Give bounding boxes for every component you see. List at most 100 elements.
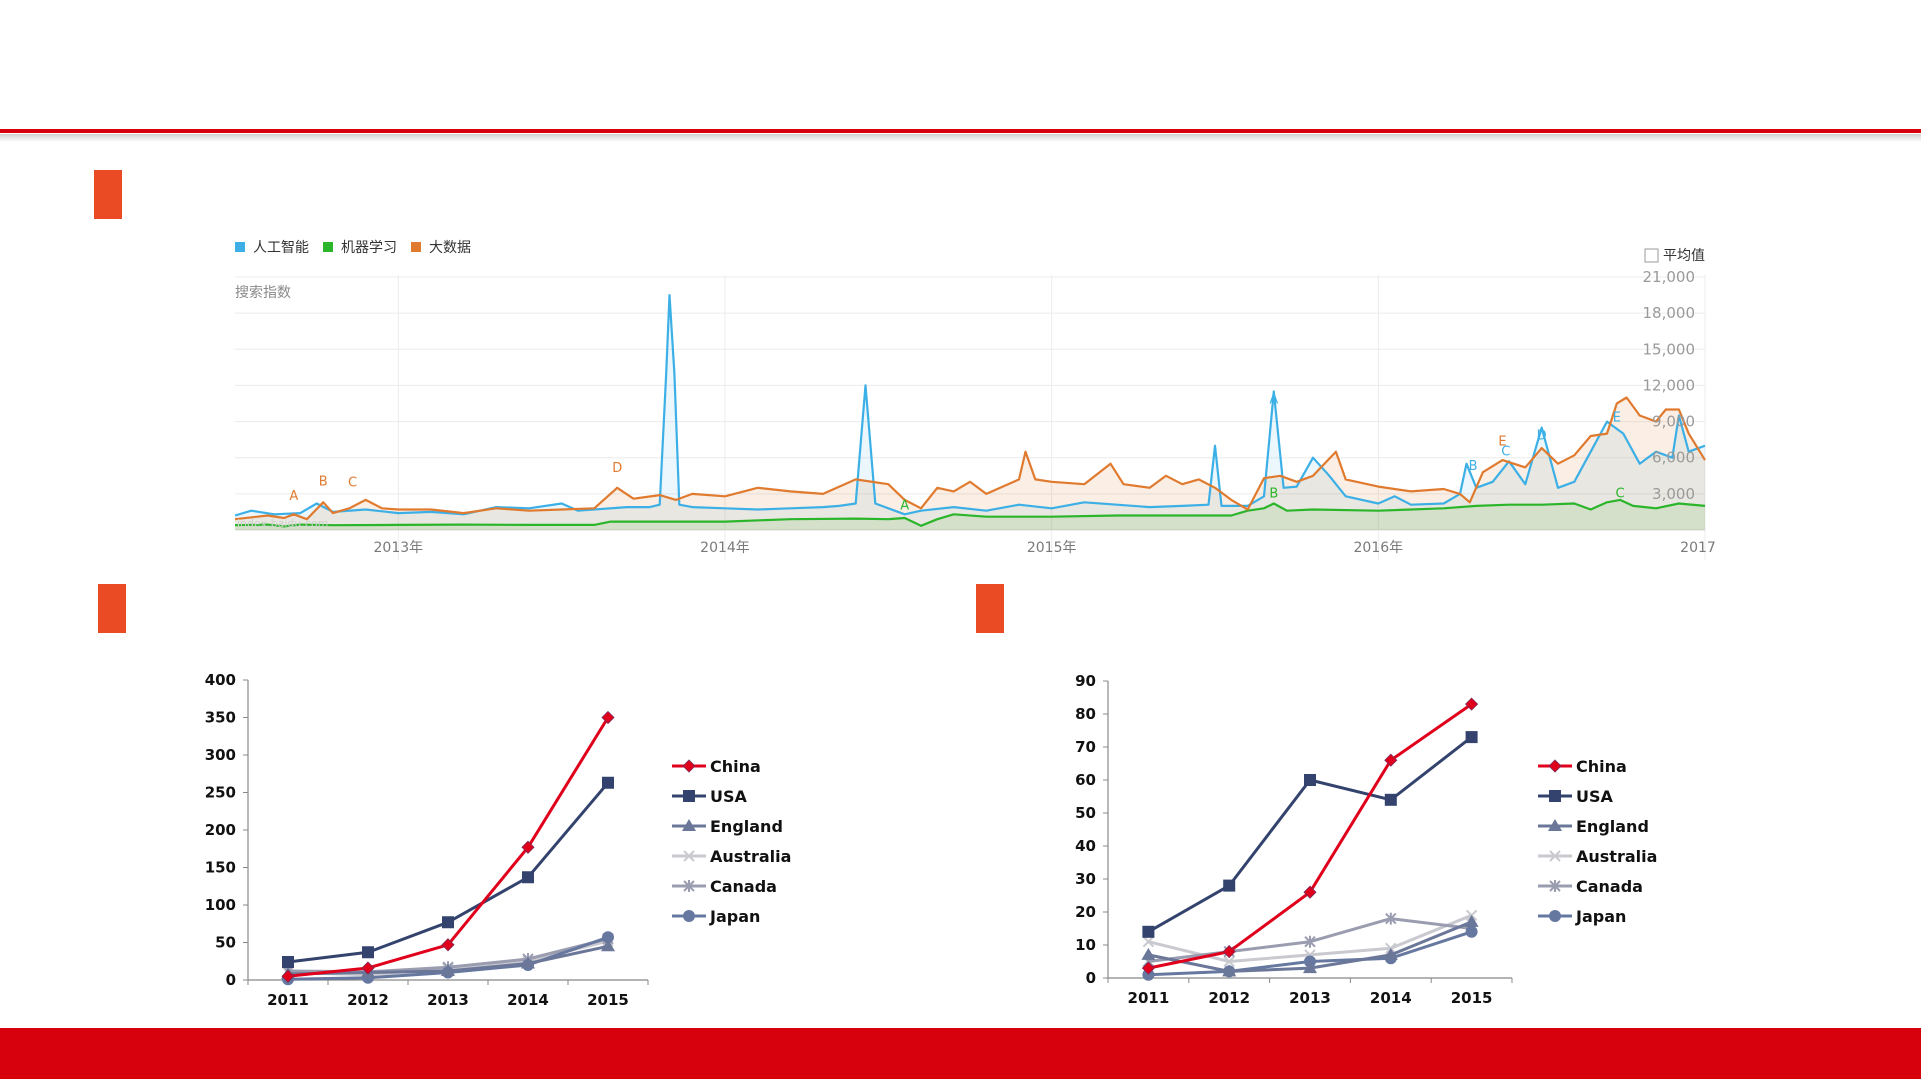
data-point-canada: [1385, 912, 1397, 925]
x-tick-label: 2012: [1208, 989, 1250, 1007]
trend-plot-bg: [235, 275, 1705, 530]
legend-marker: [1549, 850, 1561, 862]
series-england: [1141, 914, 1479, 977]
y-tick-label: 0: [1086, 969, 1096, 987]
legend-marker: [683, 790, 695, 802]
trend-series-line-0: [234, 294, 1706, 517]
legend-marker: [1548, 819, 1562, 831]
trend-legend-swatch: [235, 242, 245, 252]
data-point-canada: [1304, 935, 1316, 948]
legend: China USA England Australia Canada Japan: [1538, 757, 1657, 926]
y-tick-label: 60: [1075, 771, 1096, 789]
data-point-england: [441, 964, 455, 976]
section-marker-patents: [976, 584, 1004, 633]
legend-marker: [683, 880, 695, 892]
axes: 0 10 20 30 40 50 60 70 80 90 2011 2012 2013 2014 2015: [1075, 672, 1513, 1007]
legend-marker: [683, 910, 695, 922]
y-tick-label: 30: [1075, 870, 1096, 888]
legend-label: China: [710, 757, 761, 776]
legend-marker: [1549, 880, 1561, 892]
trend-x-tick-label: 2013年: [374, 540, 424, 556]
y-tick-label: 50: [215, 934, 236, 952]
trend-lines: [234, 294, 1706, 528]
trend-areas: [235, 295, 1705, 530]
data-point-china: [361, 961, 375, 975]
trend-legend-label: 人工智能: [253, 240, 309, 256]
legend-label: USA: [710, 787, 748, 806]
data-point-england: [1222, 964, 1237, 977]
data-point-china: [521, 840, 535, 854]
average-checkbox-label: 平均值: [1663, 248, 1705, 264]
trend-legend-swatch: [411, 242, 421, 252]
axes: 0 50 100 150 200 250 300 350 400 2011 2012 2013 2014…: [205, 671, 649, 1009]
data-point-china: [601, 710, 615, 725]
series-line-china: [287, 716, 610, 978]
data-point-usa: [282, 956, 294, 968]
y-tick-label: 300: [205, 746, 236, 764]
trend-x-tick-labels: 2013年 2014年 2015年 2016年 2017年: [374, 540, 1715, 556]
average-checkbox[interactable]: [1644, 248, 1659, 263]
data-point-china: [1141, 961, 1155, 975]
trend-ylabel: 搜索指数: [235, 284, 291, 301]
trend-series-line-2: [234, 396, 1706, 521]
data-point-china: [281, 969, 295, 983]
data-point-china: [441, 938, 455, 952]
series-usa: [1142, 731, 1478, 938]
y-tick-label: 20: [1075, 903, 1096, 921]
data-point-china: [1222, 945, 1236, 959]
trend-legend-label: 大数据: [429, 240, 471, 256]
data-point-usa: [1304, 774, 1316, 786]
trend-annotation: C: [1501, 444, 1510, 459]
y-tick-label: 90: [1075, 672, 1096, 690]
legend-marker: [683, 850, 695, 862]
section-marker-trend: [94, 170, 122, 219]
trend-area-2: [235, 397, 1705, 530]
y-tick-label: 100: [205, 896, 236, 914]
y-tick-label: 10: [1075, 936, 1096, 954]
trend-y-tick-label: 12,000: [1643, 376, 1696, 394]
legend-label: England: [1576, 817, 1649, 836]
trend-y-tick-label: 21,000: [1643, 268, 1696, 286]
data-point-china: [1303, 885, 1317, 899]
header-shadow: [0, 134, 1921, 142]
trend-annotation: B: [1269, 486, 1278, 501]
trend-y-tick-label: 3,000: [1652, 485, 1695, 503]
data-point-england: [1141, 947, 1156, 960]
x-tick-label: 2011: [267, 991, 309, 1009]
data-point-china: [1384, 753, 1398, 767]
data-point-usa: [1465, 731, 1478, 744]
trend-annotation: C: [348, 476, 357, 491]
trend-y-tick-label: 9,000: [1652, 413, 1695, 431]
trend-series-line-1: [234, 498, 1706, 528]
data-point-england: [1303, 961, 1317, 974]
data-point-usa: [442, 916, 454, 929]
trend-area-1: [235, 499, 1705, 530]
y-tick-label: 350: [205, 709, 236, 727]
trend-annotation: E: [1613, 411, 1621, 426]
data-point-usa: [602, 776, 614, 789]
x-tick-label: 2011: [1128, 989, 1170, 1007]
data-point-australia: [1142, 935, 1155, 948]
legend-marker: [1548, 759, 1562, 773]
legend-marker: [682, 759, 696, 773]
x-tick-label: 2014: [507, 991, 549, 1009]
trend-area-0: [235, 295, 1705, 530]
trend-x-tick-label: 2015年: [1027, 540, 1077, 556]
y-tick-label: 250: [205, 784, 236, 802]
y-tick-label: 400: [205, 671, 236, 689]
trend-y-tick-label: 15,000: [1643, 340, 1696, 358]
series-line-usa: [287, 781, 610, 964]
trend-annotation: A: [1269, 393, 1278, 408]
legend-label: Japan: [709, 907, 760, 926]
y-tick-label: 50: [1075, 804, 1096, 822]
trend-y-tick-label: 6,000: [1652, 449, 1695, 467]
y-tick-label: 80: [1075, 705, 1096, 723]
data-point-usa: [1142, 925, 1155, 938]
legend-label: Japan: [1575, 907, 1626, 926]
trend-annotation: D: [612, 461, 622, 476]
legend-marker: [682, 819, 696, 831]
y-tick-label: 0: [226, 971, 236, 989]
trend-annotation: D: [1537, 429, 1547, 444]
legend-label: USA: [1576, 787, 1614, 806]
